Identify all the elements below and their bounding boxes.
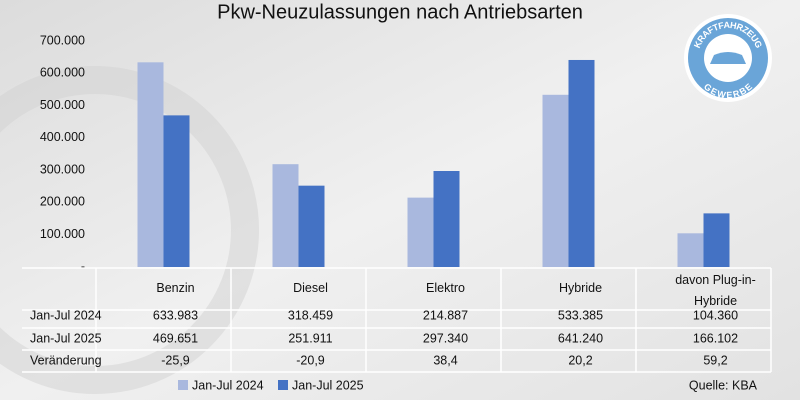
source: Quelle: KBA: [689, 378, 758, 392]
table-value: 38,4: [433, 353, 457, 367]
watermark: [0, 66, 259, 394]
y-tick-label: 100.000: [40, 227, 85, 241]
bar: [272, 164, 299, 267]
bar: [703, 213, 730, 267]
legend-swatch: [278, 380, 288, 390]
bar: [542, 94, 569, 267]
table-value: 297.340: [423, 331, 468, 345]
category-cell: Benzin: [156, 281, 195, 295]
table-value: -25,9: [161, 353, 190, 367]
x-tick-label: Benzin: [156, 281, 195, 295]
logo: KRAFTFAHRZEUG GEWERBE: [684, 14, 772, 102]
table-value: -20,9: [296, 353, 325, 367]
chart-title: Pkw-Neuzulassungen nach Antriebsarten: [217, 1, 583, 23]
y-tick-label: 200.000: [40, 195, 85, 209]
logo-car: [710, 52, 746, 64]
row-label: Jan-Jul 2025: [30, 331, 102, 345]
y-tick-label: 300.000: [40, 162, 85, 176]
legend-swatch: [178, 380, 188, 390]
bar: [407, 197, 434, 267]
legend-label: Jan-Jul 2025: [292, 378, 364, 392]
table-value: 104.360: [693, 308, 738, 322]
legend-label: Jan-Jul 2024: [192, 378, 264, 392]
x-tick-label: davon Plug-in-Hybride: [675, 273, 756, 308]
table-value: 318.459: [288, 308, 333, 322]
category-cell: davon Plug-in-Hybride: [675, 273, 756, 308]
table-value: 533.385: [558, 308, 603, 322]
x-tick-label: Diesel: [293, 281, 328, 295]
category-cell: Diesel: [293, 281, 328, 295]
y-tick-label: 400.000: [40, 130, 85, 144]
bar: [163, 115, 190, 268]
table-value: 641.240: [558, 331, 603, 345]
bar: [298, 185, 325, 267]
table-value: 59,2: [703, 353, 727, 367]
table-value: 469.651: [153, 331, 198, 345]
category-cell: Hybride: [558, 281, 603, 295]
row-label: Jan-Jul 2024: [30, 308, 102, 322]
row-label: Veränderung: [30, 353, 102, 367]
table-value: 633.983: [153, 308, 198, 322]
x-tick-label: Hybride: [558, 281, 603, 295]
table-value: 20,2: [568, 353, 592, 367]
table-value: 251.911: [288, 331, 332, 345]
y-tick-label: 700.000: [40, 33, 85, 47]
category-cell: Elektro: [426, 281, 465, 295]
table-value: 214.887: [423, 308, 468, 322]
y-tick-label: 600.000: [40, 66, 85, 80]
x-tick-label: Elektro: [426, 281, 465, 295]
bar: [433, 171, 460, 267]
table-value: 166.102: [693, 331, 738, 345]
y-tick-label: -: [81, 259, 85, 273]
bar: [137, 62, 164, 268]
bar: [677, 233, 704, 267]
bar: [568, 59, 595, 267]
y-tick-label: 500.000: [40, 98, 85, 112]
